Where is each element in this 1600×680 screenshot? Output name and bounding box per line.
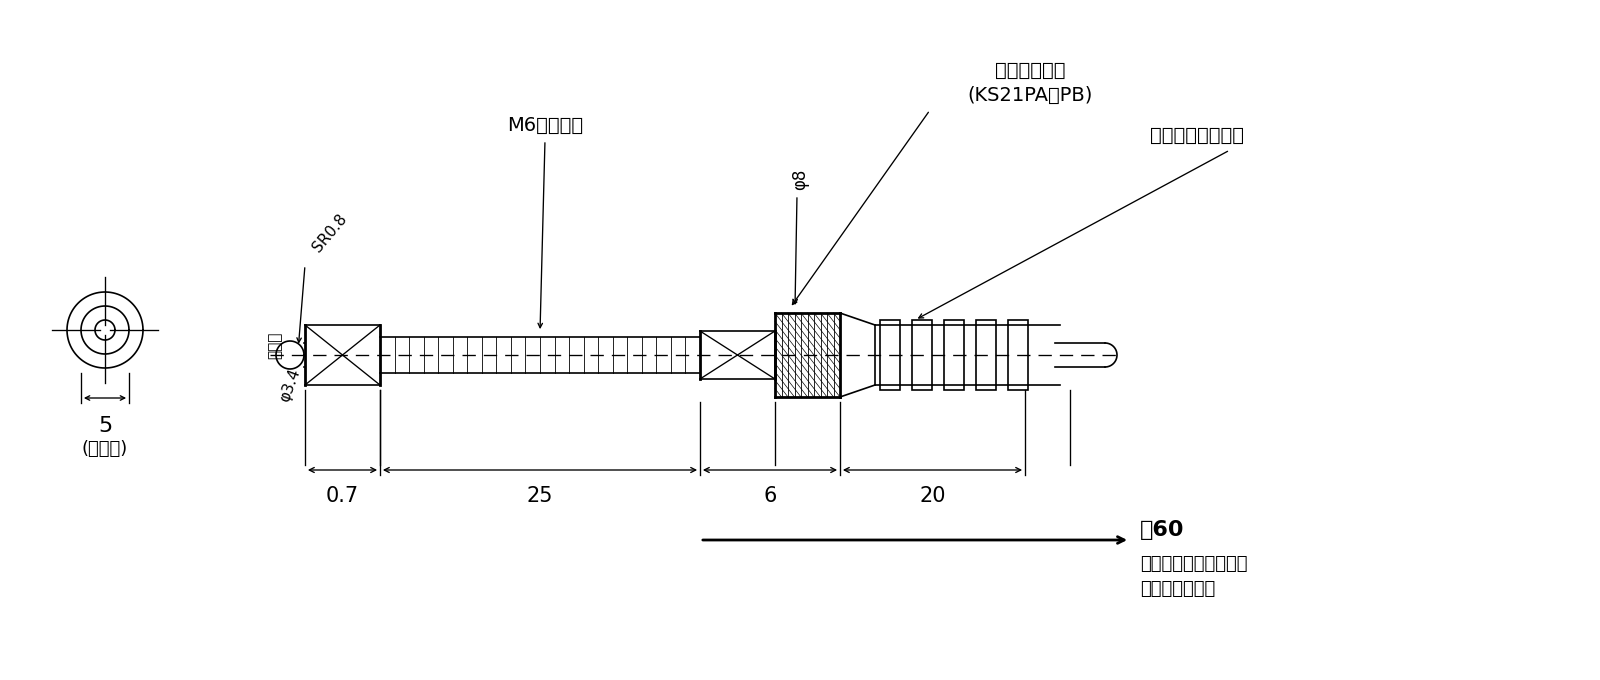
Text: (KS21PA／PB): (KS21PA／PB) bbox=[968, 86, 1093, 105]
Text: カートリッジ: カートリッジ bbox=[995, 61, 1066, 80]
Bar bbox=[944, 320, 963, 390]
Bar bbox=[880, 320, 899, 390]
Bar bbox=[976, 320, 995, 390]
Text: 5: 5 bbox=[98, 416, 112, 436]
Text: コードプロテクタ: コードプロテクタ bbox=[1150, 126, 1245, 145]
Text: φ3.4: φ3.4 bbox=[277, 367, 302, 404]
Text: 25: 25 bbox=[526, 486, 554, 506]
Text: SR0.8: SR0.8 bbox=[310, 211, 350, 255]
Text: 平面部: 平面部 bbox=[267, 331, 283, 358]
Text: 絀60: 絀60 bbox=[1139, 520, 1184, 540]
Text: φ8: φ8 bbox=[790, 169, 810, 190]
Text: 要するスペース: 要するスペース bbox=[1139, 580, 1216, 598]
Text: 0.7: 0.7 bbox=[326, 486, 358, 506]
Text: カートリッジ取外しに: カートリッジ取外しに bbox=[1139, 555, 1248, 573]
Text: (二面川): (二面川) bbox=[82, 440, 128, 458]
Text: M6（並目）: M6（並目） bbox=[507, 116, 582, 135]
Text: 6: 6 bbox=[763, 486, 776, 506]
Bar bbox=[912, 320, 931, 390]
Bar bbox=[1008, 320, 1027, 390]
Text: 20: 20 bbox=[920, 486, 946, 506]
